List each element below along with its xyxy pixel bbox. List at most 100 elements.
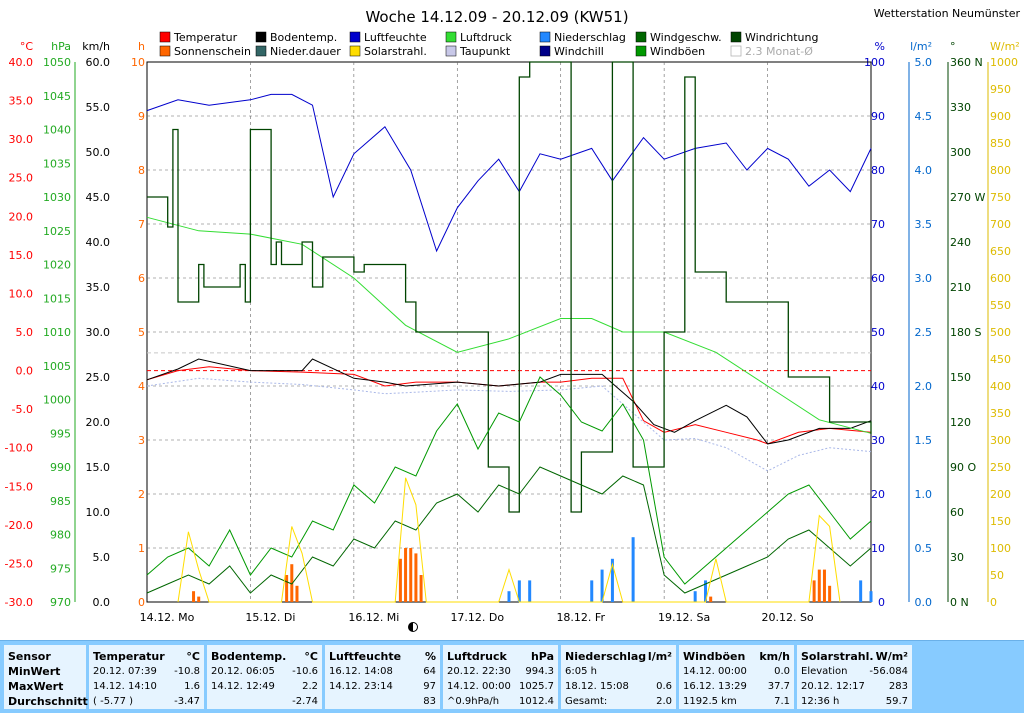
legend-label-monat: 2.3 Monat-Ø	[745, 45, 813, 58]
bar-sonnenschein	[414, 553, 418, 602]
bar-niederschlag	[704, 580, 708, 602]
tick-temp: 30.0	[9, 133, 34, 146]
series-luftdruck	[146, 216, 872, 434]
tick-pressure: 1040	[43, 124, 71, 137]
tick-rain: 3.5	[915, 218, 933, 231]
axes: °C40.035.030.025.020.015.010.05.00.0-5.0…	[5, 40, 1020, 609]
legend-swatch-temperatur	[159, 31, 171, 43]
axis-unit-temp: °C	[20, 40, 34, 53]
tick-pressure: 1025	[43, 225, 71, 238]
tick-humidity: 50	[871, 326, 885, 339]
stats-solarstrahl-label: 12:36 h	[801, 696, 840, 707]
x-tick-label: 16.12. Mi	[348, 611, 399, 624]
legend-label-luftfeuchte: Luftfeuchte	[364, 31, 427, 44]
tick-pressure: 1020	[43, 259, 71, 272]
stats-temperatur-label: ( -5.77 )	[93, 696, 134, 707]
bar-sonnenschein	[419, 575, 423, 602]
stats-bodentemp-label: Bodentemp.	[211, 650, 287, 663]
bar-niederschlag	[693, 591, 697, 602]
bar-sonnenschein	[192, 591, 196, 602]
tick-solar: 550	[990, 299, 1011, 312]
stats-luftdruck-value: 1012.4	[519, 696, 554, 707]
tick-wind: 40.0	[86, 236, 111, 249]
tick-solar: 700	[990, 218, 1011, 231]
bar-layer	[192, 537, 873, 602]
x-tick-label: 19.12. Sa	[658, 611, 710, 624]
tick-temp: 15.0	[9, 249, 34, 262]
tick-hours: 3	[138, 434, 145, 447]
tick-solar: 800	[990, 164, 1011, 177]
tick-rain: 1.5	[915, 434, 933, 447]
axis-unit-pressure: hPa	[51, 40, 71, 53]
x-tick-label: 20.12. So	[761, 611, 813, 624]
legend-swatch-luftdruck	[445, 31, 457, 43]
tick-wind: 5.0	[93, 551, 111, 564]
x-tick-label: 18.12. Fr	[556, 611, 605, 624]
tick-hours: 7	[138, 218, 145, 231]
stats-temperatur-value: -3.47	[174, 696, 200, 707]
stats-temperatur-label: Temperatur	[93, 650, 165, 663]
tick-solar: 750	[990, 191, 1011, 204]
legend-swatch-windchill	[539, 45, 551, 57]
tick-direction: 330	[950, 101, 971, 114]
tick-temp: -5.0	[12, 403, 33, 416]
stats-luftdruck-label: 20.12. 22:30	[447, 666, 511, 677]
stats-solarstrahl-value: 283	[888, 681, 908, 692]
bar-niederschlag	[600, 569, 604, 602]
stats-cell-bodentemp: Bodentemp. °C 20.12. 06:05 -10.6 14.12. 12:4…	[207, 645, 322, 709]
tick-temp: 20.0	[9, 210, 34, 223]
stats-bodentemp-label: 14.12. 12:49	[211, 681, 275, 692]
tick-direction: 240	[950, 236, 971, 249]
stats-niederschlag-label: 6:05 h	[565, 666, 597, 677]
tick-rain: 0.0	[915, 596, 933, 609]
tick-wind: 25.0	[86, 371, 111, 384]
tick-hours: 1	[138, 542, 145, 555]
stats-niederschlag-value: 0.6	[656, 681, 672, 692]
tick-direction: 90 O	[950, 461, 976, 474]
tick-pressure: 1000	[43, 394, 71, 407]
bar-sonnenschein	[290, 564, 294, 602]
tick-humidity: 100	[864, 56, 885, 69]
stats-luftfeuchte-value: 97	[423, 681, 436, 692]
stats-windboeen-value: km/h	[759, 650, 790, 663]
stats-cell-luftdruck: Luftdruck hPa 20.12. 22:30 994.3 14.12. 00:0…	[443, 645, 558, 709]
tick-temp: -30.0	[5, 596, 33, 609]
stats-luftfeuchte-label: 14.12. 23:14	[329, 681, 393, 692]
bar-sonnenschein	[828, 585, 832, 602]
line-layer	[146, 61, 872, 603]
bar-niederschlag	[507, 591, 511, 602]
series-solarstrahl	[177, 477, 841, 603]
tick-pressure: 985	[50, 495, 71, 508]
stats-solarstrahl-value: 59.7	[885, 696, 908, 707]
tick-direction: 210	[950, 281, 971, 294]
tick-wind: 15.0	[86, 461, 111, 474]
stats-windboeen-value: 0.0	[774, 666, 790, 677]
stats-bodentemp-label: 20.12. 06:05	[211, 666, 275, 677]
axis-unit-direction: °	[950, 40, 956, 53]
stats-luftfeuchte-value: 64	[423, 666, 436, 677]
bar-sonnenschein	[409, 548, 413, 602]
bar-sonnenschein	[197, 596, 201, 602]
stats-bodentemp-value: °C	[304, 650, 318, 663]
tick-solar: 650	[990, 245, 1011, 258]
chart-title: Woche 14.12.09 - 20.12.09 (KW51)	[365, 8, 628, 26]
weather-chart: Woche 14.12.09 - 20.12.09 (KW51) Wetters…	[4, 7, 1021, 632]
tick-temp: 35.0	[9, 95, 34, 108]
station-name: Wetterstation Neumünster	[874, 7, 1021, 20]
tick-hours: 0	[138, 596, 145, 609]
legend-label-niederdauer: Nieder.dauer	[270, 45, 341, 58]
stats-niederschlag-value: l/m²	[647, 650, 672, 663]
tick-solar: 200	[990, 488, 1011, 501]
stats-luftdruck-label: 14.12. 00:00	[447, 681, 511, 692]
stats-solarstrahl-value: W/m²	[875, 650, 908, 663]
stats-niederschlag-value: 2.0	[656, 696, 672, 707]
stats-panel: Sensor MinWert MaxWert Durchschnitt Temp…	[0, 640, 1024, 713]
tick-temp: -15.0	[5, 480, 33, 493]
series-taupunkt	[146, 377, 872, 472]
stats-temperatur-label: 20.12. 07:39	[93, 666, 157, 677]
tick-pressure: 980	[50, 529, 71, 542]
axis-unit-rain: l/m²	[910, 40, 932, 53]
tick-solar: 950	[990, 83, 1011, 96]
legend-swatch-monat	[730, 45, 742, 57]
tick-wind: 30.0	[86, 326, 111, 339]
